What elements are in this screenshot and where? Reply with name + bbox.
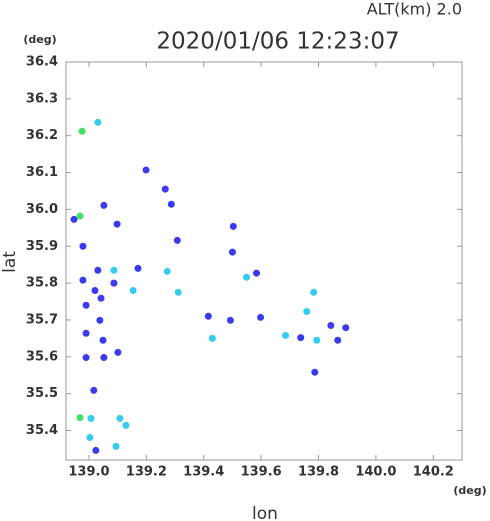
header: ALT(km) 2.0 — [367, 0, 462, 19]
y-tick-label: 36.4 — [26, 55, 58, 70]
echo-point — [113, 220, 121, 228]
y-unit: (deg) — [23, 33, 56, 46]
plot-frame — [65, 61, 463, 461]
echo-point — [282, 331, 290, 339]
y-tick-label: 36.1 — [26, 165, 58, 180]
echo-point — [163, 267, 171, 275]
y-tick-label: 36.3 — [26, 91, 58, 106]
y-tick-label: 36.2 — [26, 128, 58, 143]
echo-point — [76, 212, 84, 220]
echo-point — [114, 348, 122, 356]
echo-point — [334, 336, 342, 344]
echo-point — [310, 288, 318, 296]
echo-point — [208, 334, 216, 342]
echo-point — [342, 324, 350, 332]
echo-point — [70, 215, 78, 223]
x-tick-label: 139.6 — [241, 465, 282, 480]
echo-point — [122, 421, 130, 429]
echo-point — [167, 200, 175, 208]
echo-point — [297, 334, 305, 342]
echo-point — [92, 446, 100, 454]
echo-point — [253, 269, 261, 277]
echo-point — [174, 288, 182, 296]
echo-point — [96, 316, 104, 324]
x-tick-label: 140.0 — [355, 465, 396, 480]
echo-point — [242, 273, 250, 281]
echo-point — [100, 201, 108, 209]
echo-point — [110, 266, 118, 274]
echo-point — [82, 354, 90, 362]
y-tick-label: 35.7 — [26, 312, 58, 327]
echo-point — [313, 336, 321, 344]
x-unit: (deg) — [453, 484, 486, 497]
y-tick-label: 35.4 — [26, 423, 58, 438]
echo-point — [303, 307, 311, 315]
echo-point — [110, 279, 118, 287]
echo-point — [142, 166, 150, 174]
y-tick-label: 36.0 — [26, 202, 58, 217]
x-axis-label: lon — [252, 504, 278, 521]
echo-point — [226, 316, 234, 324]
x-tick-label: 139.4 — [183, 465, 224, 480]
echo-point — [82, 301, 90, 309]
echo-point — [229, 222, 237, 230]
x-tick-label: 140.2 — [413, 465, 454, 480]
chart-title: 2020/01/06 12:23:07 — [156, 29, 399, 55]
x-tick-label: 139.8 — [298, 465, 339, 480]
echo-point — [79, 276, 87, 284]
echo-point — [87, 414, 95, 422]
echo-point — [78, 127, 86, 135]
echo-point — [79, 242, 87, 250]
y-axis-label: lat — [0, 251, 20, 273]
echo-point — [173, 236, 181, 244]
echo-point — [91, 286, 99, 294]
x-tick-label: 139.2 — [126, 465, 167, 480]
echo-point — [86, 434, 94, 442]
echo-point — [311, 368, 319, 376]
echo-point — [129, 286, 137, 294]
echo-point — [228, 248, 236, 256]
y-tick-label: 35.6 — [26, 349, 58, 364]
echo-point — [94, 118, 102, 126]
echo-point — [97, 294, 105, 302]
echo-point — [90, 386, 98, 394]
echo-point — [327, 321, 335, 329]
echo-point — [82, 329, 90, 337]
echo-point — [76, 414, 84, 422]
echo-point — [204, 312, 212, 320]
y-tick-label: 35.9 — [26, 239, 58, 254]
y-tick-label: 35.5 — [26, 386, 58, 401]
echo-point — [112, 442, 120, 450]
echo-point — [257, 313, 265, 321]
echo-point — [134, 264, 142, 272]
echo-point — [116, 414, 124, 422]
echo-point — [161, 185, 169, 193]
echo-point — [99, 336, 107, 344]
echo-point — [100, 354, 108, 362]
echo-point — [94, 266, 102, 274]
y-tick-label: 35.8 — [26, 276, 58, 291]
x-tick-label: 139.0 — [68, 465, 109, 480]
